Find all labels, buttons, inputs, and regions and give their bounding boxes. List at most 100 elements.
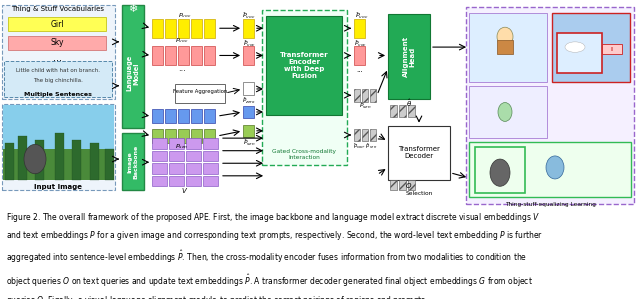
Text: $P_{sen}$: $P_{sen}$ <box>175 142 189 151</box>
FancyBboxPatch shape <box>152 129 163 144</box>
FancyBboxPatch shape <box>370 89 376 101</box>
FancyBboxPatch shape <box>175 84 225 103</box>
Text: $\hat{P}_{voc}$: $\hat{P}_{voc}$ <box>354 39 366 49</box>
FancyBboxPatch shape <box>557 33 602 73</box>
Text: $\hat{p}_{voc}, \hat{p}_{sen}$: $\hat{p}_{voc}, \hat{p}_{sen}$ <box>353 142 377 151</box>
FancyBboxPatch shape <box>152 109 163 123</box>
FancyBboxPatch shape <box>72 140 81 180</box>
Text: $P_{voc}$: $P_{voc}$ <box>175 36 189 45</box>
Ellipse shape <box>546 156 564 179</box>
FancyBboxPatch shape <box>203 151 218 161</box>
FancyBboxPatch shape <box>178 19 189 38</box>
Text: ❄: ❄ <box>128 4 138 14</box>
Text: $\hat{P}_{voc}$: $\hat{P}_{voc}$ <box>243 10 256 21</box>
FancyBboxPatch shape <box>35 140 44 180</box>
FancyBboxPatch shape <box>262 10 347 165</box>
Text: Image
Backbone: Image Backbone <box>127 145 138 179</box>
FancyBboxPatch shape <box>8 36 106 50</box>
FancyBboxPatch shape <box>169 163 184 174</box>
FancyBboxPatch shape <box>55 133 64 180</box>
FancyBboxPatch shape <box>178 46 189 65</box>
Text: Language
Model: Language Model <box>127 55 140 91</box>
FancyBboxPatch shape <box>178 129 189 144</box>
FancyBboxPatch shape <box>354 129 360 141</box>
FancyBboxPatch shape <box>354 89 360 101</box>
FancyBboxPatch shape <box>243 46 254 65</box>
FancyBboxPatch shape <box>390 180 397 190</box>
FancyBboxPatch shape <box>243 19 254 38</box>
FancyBboxPatch shape <box>18 136 27 180</box>
FancyBboxPatch shape <box>90 144 99 180</box>
Text: Figure 2. The overall framework of the proposed APE. First, the image backbone a: Figure 2. The overall framework of the p… <box>6 211 543 299</box>
Text: Thing-stuff-equalizing Learning: Thing-stuff-equalizing Learning <box>504 202 595 207</box>
FancyBboxPatch shape <box>354 19 365 38</box>
Text: $\hat{\theta}$: $\hat{\theta}$ <box>406 98 412 109</box>
FancyBboxPatch shape <box>169 151 184 161</box>
FancyBboxPatch shape <box>469 86 547 138</box>
FancyBboxPatch shape <box>388 126 450 180</box>
FancyBboxPatch shape <box>390 105 397 117</box>
Text: Transformer
Decoder: Transformer Decoder <box>398 146 440 159</box>
FancyBboxPatch shape <box>186 163 201 174</box>
FancyBboxPatch shape <box>3 149 114 180</box>
FancyBboxPatch shape <box>186 176 201 186</box>
Text: Alignment
Head: Alignment Head <box>403 36 415 77</box>
FancyBboxPatch shape <box>191 19 202 38</box>
FancyBboxPatch shape <box>399 105 406 117</box>
FancyBboxPatch shape <box>152 151 167 161</box>
FancyBboxPatch shape <box>354 46 365 65</box>
Text: The big chinchilla.: The big chinchilla. <box>33 78 83 83</box>
FancyBboxPatch shape <box>469 142 631 197</box>
Text: Thing & Stuff Vocabularies: Thing & Stuff Vocabularies <box>12 6 104 13</box>
FancyBboxPatch shape <box>152 19 163 38</box>
FancyBboxPatch shape <box>203 163 218 174</box>
FancyBboxPatch shape <box>122 5 144 128</box>
FancyBboxPatch shape <box>203 176 218 186</box>
FancyBboxPatch shape <box>497 40 513 54</box>
FancyBboxPatch shape <box>243 106 254 118</box>
FancyBboxPatch shape <box>105 149 114 180</box>
FancyBboxPatch shape <box>370 129 376 141</box>
FancyBboxPatch shape <box>243 82 254 95</box>
FancyBboxPatch shape <box>388 13 430 99</box>
FancyBboxPatch shape <box>2 5 115 99</box>
FancyBboxPatch shape <box>191 46 202 65</box>
FancyBboxPatch shape <box>169 138 184 149</box>
Text: $\hat{P}_{voc}$: $\hat{P}_{voc}$ <box>243 39 255 49</box>
Text: $O$: $O$ <box>405 181 413 190</box>
FancyBboxPatch shape <box>165 129 176 144</box>
FancyBboxPatch shape <box>169 176 184 186</box>
FancyBboxPatch shape <box>186 138 201 149</box>
FancyBboxPatch shape <box>2 104 115 190</box>
FancyBboxPatch shape <box>165 46 176 65</box>
FancyBboxPatch shape <box>243 124 254 137</box>
Text: Multiple Sentences: Multiple Sentences <box>24 92 92 97</box>
FancyBboxPatch shape <box>165 19 176 38</box>
FancyBboxPatch shape <box>469 13 547 82</box>
Ellipse shape <box>565 42 585 52</box>
Text: ...: ... <box>52 53 61 62</box>
FancyBboxPatch shape <box>3 105 114 180</box>
FancyBboxPatch shape <box>266 16 342 115</box>
FancyBboxPatch shape <box>4 61 112 97</box>
Text: Feature Aggregation: Feature Aggregation <box>173 89 227 94</box>
FancyBboxPatch shape <box>204 109 215 123</box>
Text: II: II <box>611 47 614 52</box>
FancyBboxPatch shape <box>5 144 14 180</box>
Text: Selection: Selection <box>405 191 433 196</box>
FancyBboxPatch shape <box>602 44 622 54</box>
FancyBboxPatch shape <box>178 109 189 123</box>
FancyBboxPatch shape <box>552 13 630 82</box>
FancyBboxPatch shape <box>204 19 215 38</box>
FancyBboxPatch shape <box>8 17 106 31</box>
Text: Transformer
Encoder
with Deep
Fusion: Transformer Encoder with Deep Fusion <box>280 52 328 80</box>
FancyBboxPatch shape <box>204 129 215 144</box>
Ellipse shape <box>498 103 512 121</box>
Text: Little child with hat on branch.: Little child with hat on branch. <box>16 68 100 73</box>
Text: $P_{voc}$: $P_{voc}$ <box>179 11 192 20</box>
FancyBboxPatch shape <box>152 138 167 149</box>
FancyBboxPatch shape <box>204 46 215 65</box>
FancyBboxPatch shape <box>152 46 163 65</box>
FancyBboxPatch shape <box>122 133 144 190</box>
Text: Gated Cross-modality
Interaction: Gated Cross-modality Interaction <box>272 150 336 160</box>
